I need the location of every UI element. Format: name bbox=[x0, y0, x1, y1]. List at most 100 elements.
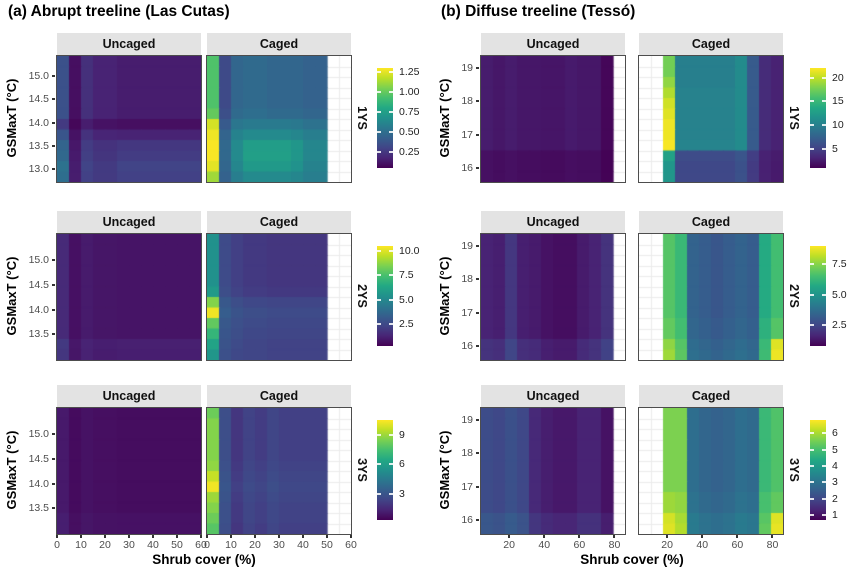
y-tick-mark bbox=[476, 100, 479, 103]
heatmap-b-2ys-caged bbox=[638, 233, 784, 361]
legend-tick-mark bbox=[377, 249, 381, 252]
legend-tick-mark bbox=[377, 151, 381, 153]
y-tick-mark bbox=[476, 166, 479, 169]
x-tick-label: 50 bbox=[321, 539, 333, 551]
legend-tick-mark bbox=[810, 100, 814, 103]
legend-tick-mark bbox=[377, 131, 381, 133]
row-facet-label-1ys: 1YS bbox=[787, 106, 801, 130]
legend-tick-mark bbox=[377, 91, 381, 93]
legend-tick-label: 1.00 bbox=[399, 86, 420, 98]
y-tick-label: 19 bbox=[461, 240, 473, 253]
y-axis-title-a-2ys: GSMaxT (°C) bbox=[4, 256, 19, 336]
y-tick-mark bbox=[476, 518, 479, 521]
legend-tick-label: 7.5 bbox=[832, 258, 847, 271]
heatmap-a-3ys-caged bbox=[206, 407, 352, 535]
legend-tick-label: 2 bbox=[832, 492, 838, 505]
y-tick-label: 15.0 bbox=[28, 70, 49, 82]
x-tick-label: 40 bbox=[147, 539, 159, 551]
legend-tick-label: 6 bbox=[399, 458, 405, 471]
legend-tick-mark bbox=[822, 293, 826, 296]
y-tick-mark bbox=[52, 433, 55, 436]
heatmap-canvas bbox=[481, 234, 625, 360]
x-tick-label: 40 bbox=[696, 539, 709, 551]
y-tick-label: 14.5 bbox=[28, 278, 49, 291]
strip-caged: Caged bbox=[639, 385, 783, 407]
x-tick-mark bbox=[104, 535, 106, 538]
legend-tick-label: 1.25 bbox=[399, 66, 420, 78]
x-tick-mark bbox=[254, 535, 256, 538]
heatmap-canvas bbox=[57, 408, 201, 534]
x-tick-mark bbox=[56, 535, 58, 538]
heatmap-canvas bbox=[639, 408, 783, 534]
legend-tick-mark bbox=[810, 481, 814, 484]
y-tick-label: 19 bbox=[461, 414, 473, 427]
x-tick-label: 30 bbox=[273, 539, 285, 551]
x-tick-label: 20 bbox=[661, 539, 673, 551]
legend-tick-mark bbox=[389, 111, 393, 113]
y-tick-label: 13.5 bbox=[28, 140, 49, 152]
legend-colorbar-b-3ys bbox=[810, 420, 826, 520]
heatmap-a-1ys-caged bbox=[206, 55, 352, 183]
legend-colorbar-b-2ys bbox=[810, 246, 826, 346]
legend-tick-label: 6 bbox=[832, 427, 838, 440]
heatmap-a-1ys-uncaged bbox=[56, 55, 202, 183]
y-tick-label: 17 bbox=[461, 128, 473, 141]
y-tick-label: 18 bbox=[461, 95, 473, 108]
heatmap-canvas bbox=[57, 234, 201, 360]
y-tick-label: 18 bbox=[461, 447, 473, 460]
x-tick-label: 80 bbox=[766, 539, 779, 551]
y-tick-label: 19 bbox=[461, 62, 473, 75]
y-tick-mark bbox=[476, 245, 479, 248]
legend-tick-mark bbox=[822, 76, 826, 79]
legend-tick-label: 0.50 bbox=[399, 126, 420, 138]
x-tick-label: 0 bbox=[54, 539, 60, 551]
y-axis-title-b-3ys: GSMaxT (°C) bbox=[437, 430, 452, 510]
strip-caged: Caged bbox=[207, 385, 351, 407]
x-tick-mark bbox=[176, 535, 178, 538]
x-axis-title-a: Shrub cover (%) bbox=[152, 552, 256, 567]
y-tick-mark bbox=[476, 344, 479, 347]
legend-colorbar-b-1ys bbox=[810, 68, 826, 168]
legend-tick-label: 9 bbox=[399, 428, 405, 441]
panel-group-b: (b) Diffuse treeline (Tessó) GSMaxT (°C)… bbox=[433, 0, 865, 577]
x-tick-label: 60 bbox=[345, 539, 357, 551]
legend-tick-label: 7.5 bbox=[399, 269, 414, 282]
legend-tick-mark bbox=[377, 111, 381, 113]
x-tick-label: 80 bbox=[608, 539, 621, 551]
heatmap-b-3ys-uncaged bbox=[480, 407, 626, 535]
x-tick-label: 40 bbox=[297, 539, 309, 551]
x-tick-mark bbox=[326, 535, 328, 538]
strip-caged: Caged bbox=[207, 211, 351, 233]
legend-tick-label: 1 bbox=[832, 509, 838, 522]
legend-tick-mark bbox=[389, 323, 393, 326]
legend-tick-mark bbox=[822, 263, 826, 266]
legend-tick-mark bbox=[822, 100, 826, 103]
strip-caged: Caged bbox=[207, 33, 351, 55]
x-tick-mark bbox=[278, 535, 280, 538]
x-tick-label: 60 bbox=[573, 539, 586, 551]
y-tick-mark bbox=[476, 311, 479, 314]
legend-tick-mark bbox=[389, 151, 393, 153]
y-tick-mark bbox=[52, 98, 55, 101]
legend-tick-label: 20 bbox=[832, 71, 844, 84]
row-facet-label-2ys: 2YS bbox=[355, 284, 369, 308]
strip-uncaged: Uncaged bbox=[481, 33, 625, 55]
panel-title-b: (b) Diffuse treeline (Tessó) bbox=[441, 3, 636, 20]
y-tick-mark bbox=[52, 121, 55, 124]
heatmap-a-3ys-uncaged bbox=[56, 407, 202, 535]
y-tick-label: 17 bbox=[461, 480, 473, 493]
x-tick-mark bbox=[80, 535, 82, 538]
y-tick-label: 13.0 bbox=[28, 163, 49, 176]
heatmap-b-3ys-caged bbox=[638, 407, 784, 535]
legend-tick-mark bbox=[810, 76, 814, 79]
legend-tick-label: 5 bbox=[832, 443, 838, 456]
y-axis-title-b-1ys: GSMaxT (°C) bbox=[437, 78, 452, 158]
y-tick-label: 17 bbox=[461, 306, 473, 319]
x-tick-mark bbox=[128, 535, 130, 538]
legend-tick-mark bbox=[810, 324, 814, 327]
strip-uncaged: Uncaged bbox=[481, 211, 625, 233]
legend-tick-mark bbox=[822, 464, 826, 467]
legend-tick-mark bbox=[810, 263, 814, 266]
legend-tick-label: 0.75 bbox=[399, 106, 420, 118]
legend-tick-label: 5.0 bbox=[832, 288, 847, 301]
